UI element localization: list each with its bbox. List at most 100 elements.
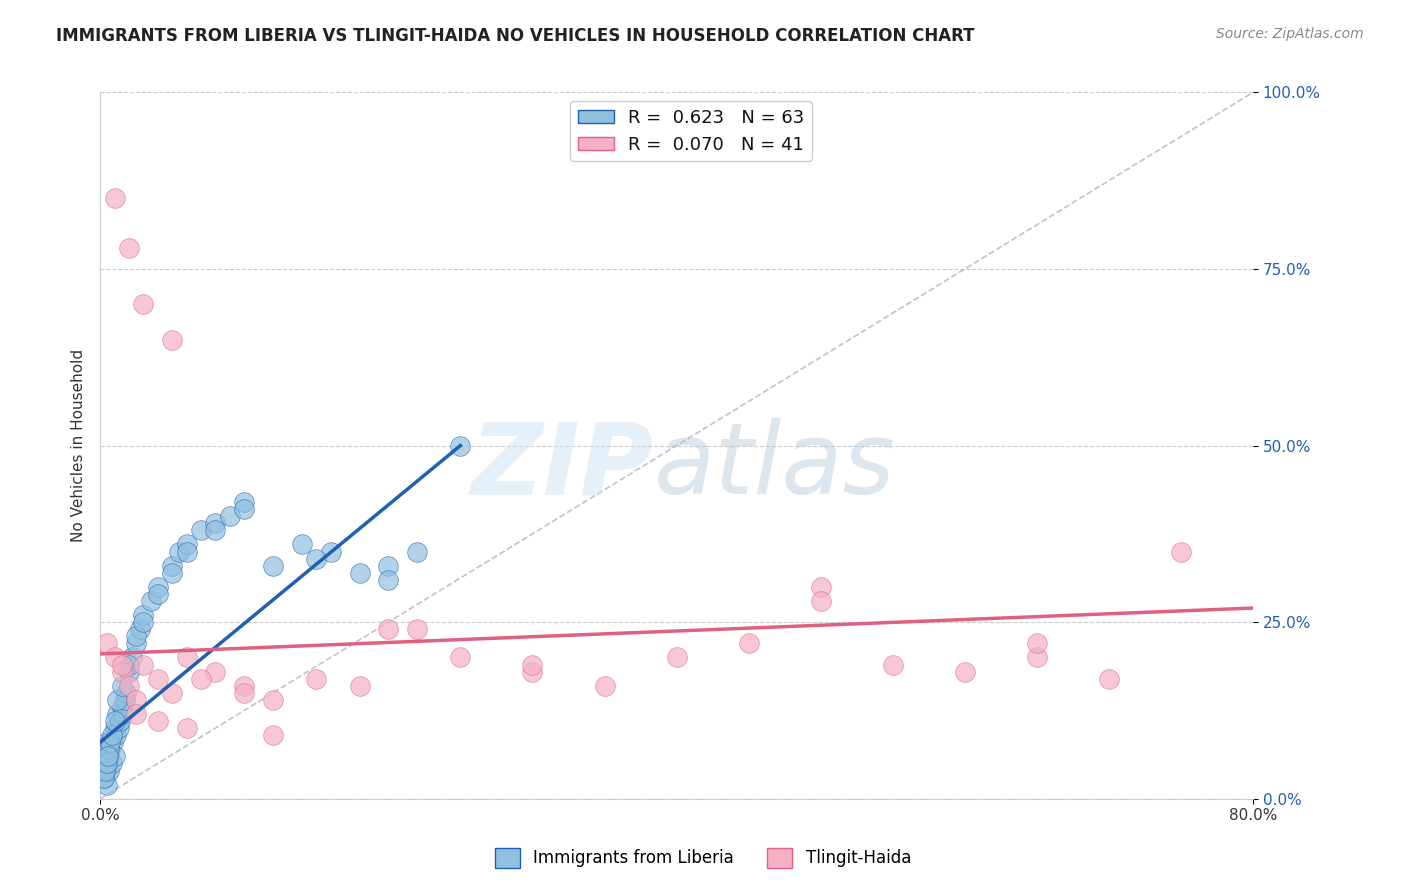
Point	[737, 636, 759, 650]
Point	[953, 665, 976, 679]
Point	[94, 764, 117, 778]
Point	[190, 672, 212, 686]
Point	[233, 686, 256, 700]
Point	[107, 706, 129, 721]
Point	[125, 636, 148, 650]
Point	[176, 537, 198, 551]
Point	[100, 728, 122, 742]
Point	[176, 650, 198, 665]
Point	[377, 622, 399, 636]
Point	[91, 756, 114, 771]
Point	[810, 594, 832, 608]
Point	[176, 544, 198, 558]
Point	[111, 665, 134, 679]
Point	[132, 608, 155, 623]
Point	[146, 587, 169, 601]
Point	[93, 771, 115, 785]
Point	[262, 558, 284, 573]
Point	[118, 657, 141, 672]
Point	[406, 622, 429, 636]
Point	[190, 524, 212, 538]
Point	[110, 714, 132, 728]
Point	[98, 735, 121, 749]
Point	[103, 721, 125, 735]
Point	[132, 657, 155, 672]
Point	[94, 764, 117, 778]
Point	[233, 495, 256, 509]
Point	[1025, 650, 1047, 665]
Point	[97, 764, 120, 778]
Point	[449, 650, 471, 665]
Text: atlas: atlas	[654, 418, 896, 516]
Point	[121, 650, 143, 665]
Point	[1170, 544, 1192, 558]
Point	[204, 516, 226, 531]
Point	[1025, 636, 1047, 650]
Point	[160, 686, 183, 700]
Point	[96, 735, 118, 749]
Point	[449, 439, 471, 453]
Point	[593, 679, 616, 693]
Point	[319, 544, 342, 558]
Point	[111, 700, 134, 714]
Point	[98, 742, 121, 756]
Point	[377, 558, 399, 573]
Point	[96, 756, 118, 771]
Point	[305, 551, 328, 566]
Point	[204, 665, 226, 679]
Point	[97, 749, 120, 764]
Point	[115, 686, 138, 700]
Point	[103, 191, 125, 205]
Point	[160, 566, 183, 580]
Point	[160, 558, 183, 573]
Point	[108, 721, 131, 735]
Point	[204, 524, 226, 538]
Point	[262, 728, 284, 742]
Point	[349, 679, 371, 693]
Point	[97, 742, 120, 756]
Point	[882, 657, 904, 672]
Point	[96, 749, 118, 764]
Point	[96, 636, 118, 650]
Text: IMMIGRANTS FROM LIBERIA VS TLINGIT-HAIDA NO VEHICLES IN HOUSEHOLD CORRELATION CH: IMMIGRANTS FROM LIBERIA VS TLINGIT-HAIDA…	[56, 27, 974, 45]
Point	[103, 650, 125, 665]
Point	[146, 672, 169, 686]
Point	[118, 679, 141, 693]
Text: Source: ZipAtlas.com: Source: ZipAtlas.com	[1216, 27, 1364, 41]
Point	[112, 706, 135, 721]
Point	[160, 333, 183, 347]
Point	[96, 778, 118, 792]
Text: ZIP: ZIP	[471, 418, 654, 516]
Point	[118, 665, 141, 679]
Point	[262, 693, 284, 707]
Point	[129, 622, 152, 636]
Point	[233, 502, 256, 516]
Point	[97, 749, 120, 764]
Point	[103, 749, 125, 764]
Point	[103, 714, 125, 728]
Point	[132, 615, 155, 629]
Point	[377, 573, 399, 587]
Legend: R =  0.623   N = 63, R =  0.070   N = 41: R = 0.623 N = 63, R = 0.070 N = 41	[571, 102, 811, 161]
Point	[349, 566, 371, 580]
Point	[291, 537, 314, 551]
Point	[139, 594, 162, 608]
Point	[114, 693, 136, 707]
Point	[1098, 672, 1121, 686]
Point	[100, 756, 122, 771]
Point	[218, 509, 240, 524]
Point	[169, 544, 191, 558]
Point	[101, 735, 124, 749]
Point	[118, 241, 141, 255]
Point	[146, 714, 169, 728]
Point	[522, 665, 544, 679]
Point	[111, 679, 134, 693]
Point	[132, 297, 155, 311]
Point	[107, 693, 129, 707]
Point	[665, 650, 688, 665]
Point	[104, 728, 127, 742]
Point	[111, 657, 134, 672]
Legend: Immigrants from Liberia, Tlingit-Haida: Immigrants from Liberia, Tlingit-Haida	[488, 841, 918, 875]
Point	[125, 629, 148, 643]
Point	[94, 756, 117, 771]
